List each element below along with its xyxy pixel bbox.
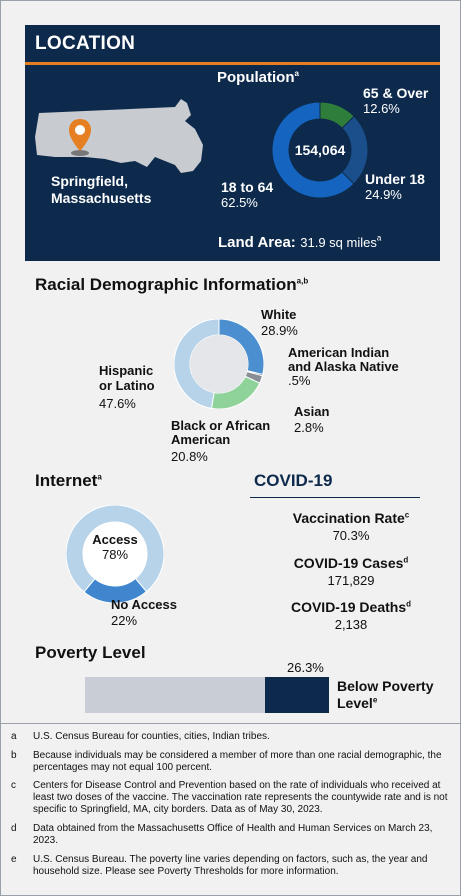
footnotes-divider: [1, 723, 460, 724]
race-aian-label-1: American Indian: [288, 345, 390, 360]
covid-title: COVID-19: [254, 471, 333, 490]
race-aian-label-2: and Alaska Native: [288, 359, 399, 374]
internet-access: Access 78%: [66, 532, 164, 562]
location-pin-icon: [69, 119, 91, 156]
covid-vaccination-value: 70.3%: [332, 528, 370, 543]
race-title-sup: a,b: [296, 276, 309, 286]
footnote-c-text: Centers for Disease Control and Preventi…: [33, 780, 448, 815]
covid-divider: [250, 497, 420, 498]
state-shape: [35, 99, 203, 173]
covid-deaths: COVID-19 Deathsd 2,138: [251, 599, 451, 633]
land-area: Land Area: 31.9 sq milesa: [218, 234, 381, 252]
internet-access-label: Access: [92, 532, 138, 547]
race-asian-label: Asian: [294, 404, 330, 419]
covid-deaths-value: 2,138: [334, 617, 368, 632]
covid-vaccination-label: Vaccination Rate: [292, 510, 405, 526]
race-black: Black or African American 20.8%: [171, 419, 270, 464]
covid-vaccination-sup: c: [404, 510, 410, 520]
race-title-text: Racial Demographic Information: [35, 275, 297, 294]
seg-65-over-label: 65 & Over: [363, 85, 429, 101]
land-area-sup: a: [376, 233, 382, 243]
population-title-sup: a: [294, 69, 299, 78]
seg-under-18-label: Under 18: [365, 171, 425, 187]
footnote-e-key: e: [11, 854, 17, 865]
race-black-label-1: Black or African: [171, 418, 271, 433]
state-name: Massachusetts: [51, 190, 152, 206]
seg-under-18: Under 18 24.9%: [365, 171, 425, 203]
race-black-label-2: American: [171, 432, 231, 447]
covid-cases-value: 171,829: [327, 573, 375, 588]
seg-18-64-value: 62.5%: [221, 195, 258, 210]
race-white: White 28.9%: [261, 307, 298, 339]
poverty-title: Poverty Level: [35, 643, 146, 662]
race-asian: Asian 2.8%: [294, 404, 329, 436]
poverty-label: Below Poverty Levele: [337, 678, 433, 712]
internet-title-text: Internet: [35, 471, 98, 490]
seg-65-over: 65 & Over 12.6%: [363, 85, 428, 117]
population-total: 154,064: [294, 142, 346, 158]
footnote-b-text: Because individuals may be considered a …: [33, 750, 442, 773]
race-aian: American Indian and Alaska Native .5%: [288, 346, 399, 388]
race-hispanic-value: 47.6%: [99, 396, 136, 411]
location-title: LOCATION: [35, 33, 136, 54]
poverty-value: 26.3%: [287, 660, 324, 675]
footnote-b-key: b: [11, 750, 17, 761]
seg-18-64: 18 to 64 62.5%: [221, 179, 273, 211]
land-area-label: Land Area:: [218, 234, 296, 251]
internet-donut: [66, 505, 164, 603]
title-divider: [25, 62, 440, 65]
race-hispanic-label-1: Hispanic: [99, 363, 154, 378]
poverty-label-line2: Level: [337, 695, 373, 711]
race-donut: [174, 319, 264, 409]
internet-donut-center: [83, 522, 147, 586]
poverty-label-line1: Below Poverty: [337, 678, 434, 694]
footnote-e-text: U.S. Census Bureau. The poverty line var…: [33, 854, 428, 877]
city-name: Springfield,: [51, 173, 128, 189]
footnote-a-key: a: [11, 731, 17, 742]
internet-access-value: 78%: [101, 547, 129, 562]
internet-title-sup: a: [97, 472, 102, 482]
slice-18-64: [272, 102, 355, 198]
race-aian-value: .5%: [288, 373, 311, 388]
seg-under-18-value: 24.9%: [365, 187, 402, 202]
footnote-d-key: d: [11, 823, 17, 834]
covid-cases-sup: d: [403, 555, 409, 565]
seg-65-over-value: 12.6%: [363, 101, 400, 116]
poverty-bar-rest: [85, 677, 265, 713]
footnote-d-text: Data obtained from the Massachusetts Off…: [33, 823, 433, 846]
footnote-c-key: c: [11, 780, 16, 791]
race-hispanic-label-2: or Latino: [99, 378, 155, 393]
race-title: Racial Demographic Informationa,b: [35, 275, 308, 295]
covid-cases-label: COVID-19 Cases: [293, 555, 404, 571]
population-title-text: Population: [217, 69, 295, 86]
poverty-label-sup: e: [372, 695, 378, 705]
race-white-label: White: [261, 307, 297, 322]
slice-access: [66, 505, 164, 593]
location-box: LOCATION Springfield, Massachusetts Popu…: [25, 25, 440, 261]
covid-deaths-label: COVID-19 Deaths: [290, 599, 407, 615]
race-donut-center: [190, 335, 248, 393]
city-label: Springfield, Massachusetts: [51, 173, 151, 207]
internet-no-access-label: No Access: [111, 597, 177, 612]
covid-deaths-sup: d: [406, 599, 412, 609]
internet-title: Interneta: [35, 471, 102, 491]
race-white-value: 28.9%: [261, 323, 298, 338]
covid-vaccination: Vaccination Ratec 70.3%: [251, 510, 451, 544]
poverty-bar-below: [265, 677, 329, 713]
seg-18-64-label: 18 to 64: [221, 179, 274, 195]
internet-no-access-value: 22%: [111, 613, 138, 628]
population-donut: [272, 102, 368, 198]
race-asian-value: 2.8%: [294, 420, 324, 435]
race-hispanic: Hispanic or Latino 47.6%: [99, 363, 155, 411]
covid-cases: COVID-19 Casesd 171,829: [251, 555, 451, 589]
land-area-value: 31.9 sq miles: [300, 235, 377, 250]
internet-no-access: No Access 22%: [111, 597, 177, 629]
population-title: Populationa: [217, 69, 299, 86]
poverty-bar: [85, 677, 329, 713]
race-black-value: 20.8%: [171, 449, 208, 464]
footnote-a-text: U.S. Census Bureau for counties, cities,…: [33, 731, 270, 742]
